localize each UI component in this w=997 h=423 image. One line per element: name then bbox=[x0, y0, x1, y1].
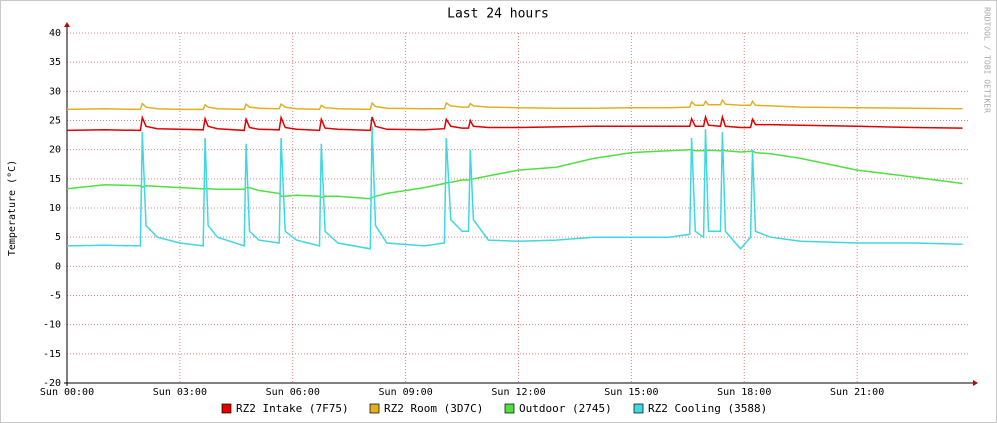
y-tick-label: 40 bbox=[49, 28, 61, 39]
legend-label: RZ2 Cooling (3588) bbox=[648, 402, 767, 415]
x-tick-label: Sun 21:00 bbox=[830, 387, 884, 398]
legend-swatch bbox=[633, 403, 644, 414]
y-tick-label: 20 bbox=[49, 145, 61, 156]
x-tick-label: Sun 09:00 bbox=[379, 387, 433, 398]
legend-label: Outdoor (2745) bbox=[519, 402, 612, 415]
y-tick-label: 10 bbox=[49, 203, 61, 214]
series-line bbox=[66, 98, 963, 111]
x-tick-label: Sun 03:00 bbox=[153, 387, 207, 398]
y-tick-label: -15 bbox=[43, 349, 61, 360]
x-tick-label: Sun 15:00 bbox=[604, 387, 658, 398]
y-tick-label: 15 bbox=[49, 174, 61, 185]
y-axis-label: Temperature (°C) bbox=[7, 160, 18, 256]
y-tick-label: -20 bbox=[43, 378, 61, 389]
x-tick-label: Sun 06:00 bbox=[266, 387, 320, 398]
watermark: RRDTOOL / TOBI OETIKER bbox=[983, 7, 992, 113]
x-tick-label: Sun 18:00 bbox=[717, 387, 771, 398]
series-line bbox=[66, 114, 963, 132]
y-tick-label: 25 bbox=[49, 116, 61, 127]
series-line bbox=[66, 126, 963, 250]
y-tick-label: 30 bbox=[49, 86, 61, 97]
axis-arrow bbox=[973, 380, 978, 386]
legend-swatch bbox=[504, 403, 515, 414]
y-tick-label: -5 bbox=[49, 291, 61, 302]
legend-label: RZ2 Room (3D7C) bbox=[384, 402, 483, 415]
y-tick-label: 0 bbox=[55, 261, 61, 272]
y-tick-label: 35 bbox=[49, 57, 61, 68]
chart-title: Last 24 hours bbox=[447, 7, 549, 22]
legend-swatch bbox=[221, 403, 232, 414]
y-tick-label: 5 bbox=[55, 232, 61, 243]
legend-swatch bbox=[369, 403, 380, 414]
axis-arrow bbox=[64, 22, 70, 27]
legend-label: RZ2 Intake (7F75) bbox=[236, 402, 349, 415]
y-tick-label: -10 bbox=[43, 320, 61, 331]
x-tick-label: Sun 12:00 bbox=[491, 387, 545, 398]
x-tick-label: Sun 00:00 bbox=[40, 387, 94, 398]
